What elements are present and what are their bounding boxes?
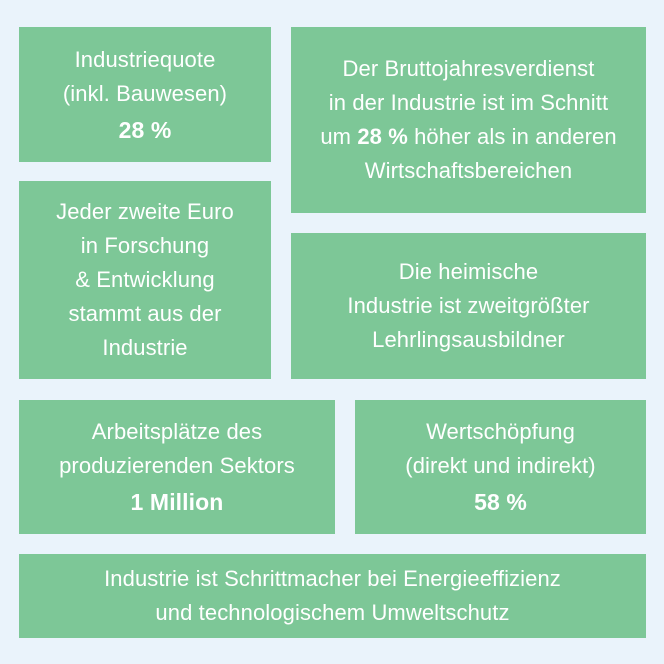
tile-arbeitsplaetze: Arbeitsplätze des produzierenden Sektors… — [19, 400, 335, 534]
lehrlinge-line3: Lehrlingsausbildner — [372, 327, 565, 352]
tile-lehrlinge: Die heimische Industrie ist zweitgrößter… — [291, 233, 646, 379]
tile-wertschoepfung: Wertschöpfung (direkt und indirekt) 58 % — [355, 400, 646, 534]
bruttojahresverdienst-line3-suffix: höher als in anderen — [407, 124, 617, 149]
forschung-line2: in Forschung — [80, 233, 210, 258]
industriequote-label-line1: Industriequote — [74, 46, 216, 72]
bruttojahresverdienst-line3-prefix: um — [320, 124, 358, 149]
forschung-line3: & Entwicklung — [75, 267, 215, 292]
arbeitsplaetze-line2: produzierenden Sektors — [59, 453, 295, 478]
tile-bruttojahresverdienst: Der Bruttojahresverdienst in der Industr… — [291, 27, 646, 213]
bruttojahresverdienst-line2: in der Industrie ist im Schnitt — [328, 90, 609, 115]
bruttojahresverdienst-line3: um 28 % höher als in anderen — [320, 120, 616, 154]
forschung-line1: Jeder zweite Euro — [56, 199, 234, 224]
bruttojahresverdienst-line1: Der Bruttojahresverdienst — [342, 56, 595, 81]
industriequote-label-line2: (inkl. Bauwesen) — [62, 80, 228, 106]
lehrlinge-line1: Die heimische — [398, 259, 539, 284]
wertschoepfung-line2: (direkt und indirekt) — [405, 453, 596, 478]
wertschoepfung-line1: Wertschöpfung — [426, 419, 575, 444]
tile-energie: Industrie ist Schrittmacher bei Energiee… — [19, 554, 646, 638]
arbeitsplaetze-line1: Arbeitsplätze des — [91, 419, 263, 444]
forschung-line5: Industrie — [102, 335, 188, 360]
arbeitsplaetze-value: 1 Million — [130, 489, 224, 515]
lehrlinge-line2: Industrie ist zweitgrößter — [347, 293, 590, 318]
tile-forschung: Jeder zweite Euro in Forschung & Entwick… — [19, 181, 271, 379]
energie-line1: Industrie ist Schrittmacher bei Energiee… — [104, 566, 561, 591]
wertschoepfung-value: 58 % — [474, 489, 527, 515]
industriequote-value: 28 % — [118, 116, 172, 143]
bruttojahresverdienst-value: 28 % — [357, 124, 408, 149]
tile-industriequote: Industriequote (inkl. Bauwesen) 28 % — [19, 27, 271, 162]
energie-line2: und technologischem Umweltschutz — [155, 600, 510, 625]
bruttojahresverdienst-line4: Wirtschaftsbereichen — [364, 158, 573, 183]
forschung-line4: stammt aus der — [68, 301, 222, 326]
